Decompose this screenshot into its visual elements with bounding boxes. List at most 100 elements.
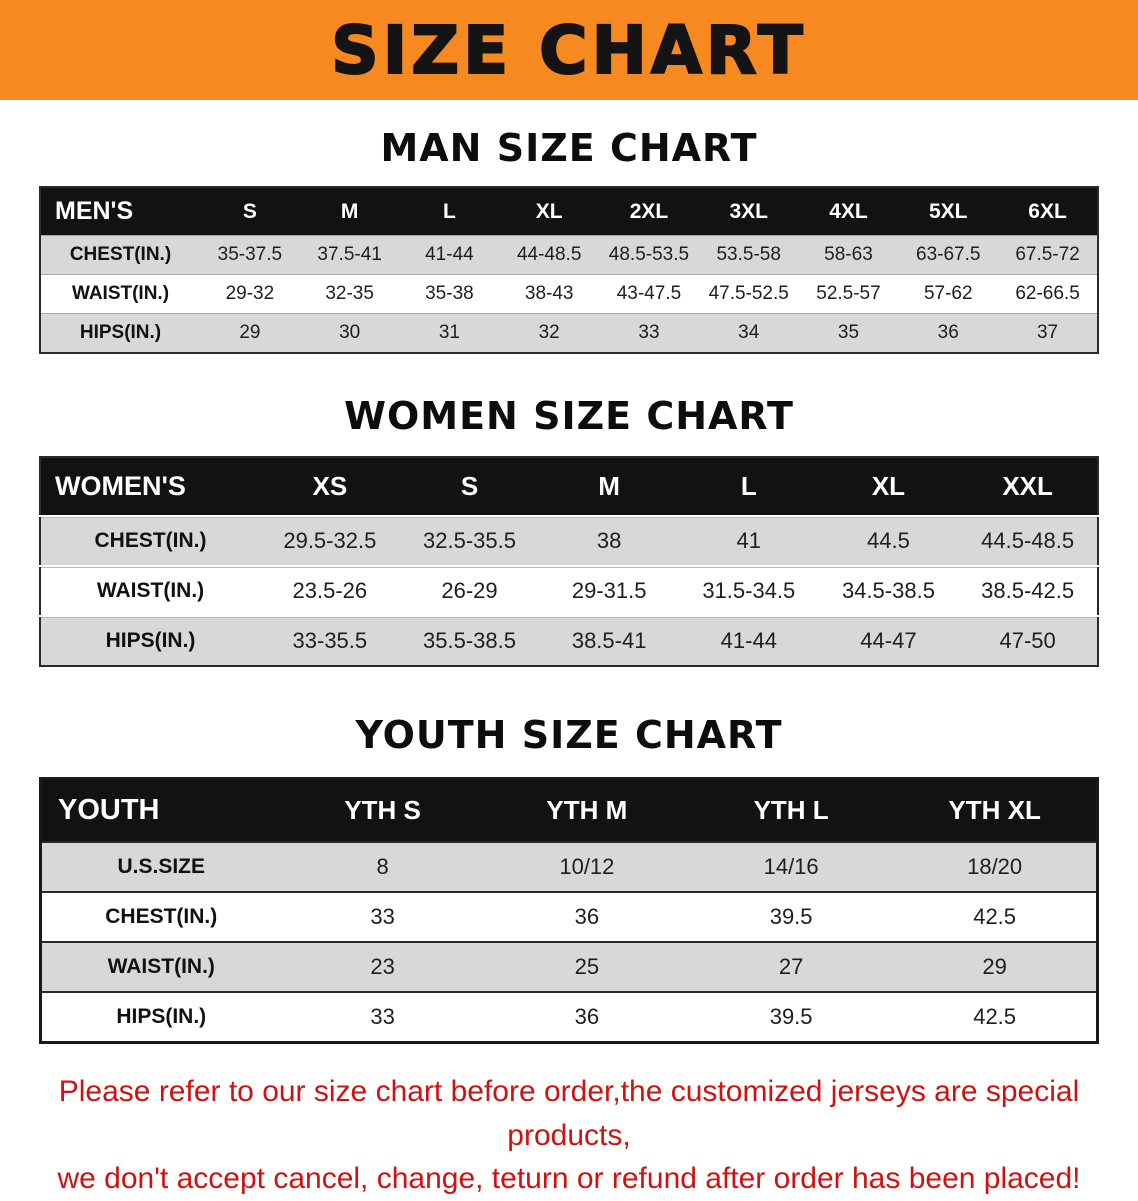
table-row: WAIST(IN.) 23.5-26 26-29 29-31.5 31.5-34… [40, 565, 1098, 616]
table-row: HIPS(IN.) 33 36 39.5 42.5 [40, 991, 1098, 1043]
size-chart-banner: SIZE CHART [0, 0, 1138, 100]
disclaimer-line-2: we don't accept cancel, change, teturn o… [57, 1162, 1081, 1195]
youth-table-header: YOUTH YTH S YTH M YTH L YTH XL [40, 778, 1098, 842]
value-cell: 52.5-57 [798, 274, 899, 314]
value-cell: 25 [484, 941, 689, 992]
banner-title: SIZE CHART [330, 11, 807, 90]
value-cell: 34 [698, 313, 799, 353]
header-cell: S [399, 457, 540, 516]
value-cell: 33 [599, 313, 699, 353]
value-cell: 30 [299, 313, 400, 353]
value-cell: 48.5-53.5 [599, 235, 699, 275]
header-cell: XL [499, 187, 600, 236]
men-size-table: MEN'S S M L XL 2XL 3XL 4XL 5XL 6XL CHEST… [39, 186, 1099, 354]
header-cell: YTH L [689, 778, 894, 842]
row-label: CHEST(IN.) [40, 891, 281, 942]
value-cell: 53.5-58 [698, 235, 799, 275]
table-row: HIPS(IN.) 33-35.5 35.5-38.5 38.5-41 41-4… [40, 615, 1098, 666]
table-row: U.S.SIZE 8 10/12 14/16 18/20 [40, 841, 1098, 892]
header-cell: XS [260, 457, 400, 516]
value-cell: 29-31.5 [539, 565, 679, 616]
table-row: HIPS(IN.) 29 30 31 32 33 34 35 36 37 [40, 313, 1098, 353]
header-cell: M [539, 457, 679, 516]
value-cell: 33 [280, 891, 485, 942]
value-cell: 29 [893, 941, 1098, 992]
value-cell: 62-66.5 [998, 274, 1098, 314]
value-cell: 29-32 [200, 274, 300, 314]
row-label: HIPS(IN.) [40, 313, 200, 353]
value-cell: 63-67.5 [898, 235, 999, 275]
value-cell: 42.5 [893, 991, 1098, 1043]
value-cell: 36 [484, 891, 689, 942]
table-row: CHEST(IN.) 33 36 39.5 42.5 [40, 891, 1098, 942]
value-cell: 39.5 [689, 891, 894, 942]
value-cell: 47-50 [958, 615, 1098, 666]
value-cell: 38.5-41 [539, 615, 679, 666]
value-cell: 35.5-38.5 [399, 615, 540, 666]
table-row: CHEST(IN.) 29.5-32.5 32.5-35.5 38 41 44.… [40, 515, 1098, 566]
women-section-heading: WOMEN SIZE CHART [344, 394, 794, 438]
header-cell: 4XL [798, 187, 899, 236]
header-cell: 5XL [898, 187, 999, 236]
value-cell: 44-48.5 [499, 235, 600, 275]
header-cell: L [399, 187, 500, 236]
women-table-header: WOMEN'S XS S M L XL XXL [40, 457, 1098, 516]
row-label: CHEST(IN.) [40, 235, 200, 275]
value-cell: 33 [280, 991, 485, 1043]
table-row: WAIST(IN.) 23 25 27 29 [40, 941, 1098, 992]
row-label: HIPS(IN.) [40, 991, 281, 1043]
value-cell: 67.5-72 [998, 235, 1098, 275]
value-cell: 34.5-38.5 [818, 565, 959, 616]
header-cell: L [678, 457, 819, 516]
value-cell: 29.5-32.5 [260, 515, 400, 566]
table-row: WAIST(IN.) 29-32 32-35 35-38 38-43 43-47… [40, 274, 1098, 314]
header-cell: 6XL [998, 187, 1098, 236]
value-cell: 31.5-34.5 [678, 565, 819, 616]
value-cell: 10/12 [484, 841, 689, 892]
value-cell: 38-43 [499, 274, 600, 314]
disclaimer-line-1: Please refer to our size chart before or… [58, 1075, 1080, 1152]
row-label: U.S.SIZE [40, 841, 281, 892]
value-cell: 38.5-42.5 [958, 565, 1098, 616]
value-cell: 37.5-41 [299, 235, 400, 275]
value-cell: 41 [678, 515, 819, 566]
value-cell: 8 [280, 841, 485, 892]
value-cell: 43-47.5 [599, 274, 699, 314]
value-cell: 44-47 [818, 615, 959, 666]
header-cell: WOMEN'S [40, 457, 260, 516]
table-row: CHEST(IN.) 35-37.5 37.5-41 41-44 44-48.5… [40, 235, 1098, 275]
value-cell: 27 [689, 941, 894, 992]
value-cell: 38 [539, 515, 679, 566]
row-label: WAIST(IN.) [40, 274, 200, 314]
header-cell: MEN'S [40, 187, 200, 236]
men-table-header: MEN'S S M L XL 2XL 3XL 4XL 5XL 6XL [40, 187, 1098, 236]
value-cell: 35 [798, 313, 899, 353]
row-label: CHEST(IN.) [40, 515, 260, 566]
value-cell: 26-29 [399, 565, 540, 616]
value-cell: 23 [280, 941, 485, 992]
value-cell: 35-38 [399, 274, 500, 314]
value-cell: 18/20 [893, 841, 1098, 892]
disclaimer-text: Please refer to our size chart before or… [29, 1070, 1109, 1201]
value-cell: 58-63 [798, 235, 899, 275]
header-cell: 3XL [698, 187, 799, 236]
value-cell: 33-35.5 [260, 615, 400, 666]
value-cell: 31 [399, 313, 500, 353]
value-cell: 57-62 [898, 274, 999, 314]
row-label: HIPS(IN.) [40, 615, 260, 666]
youth-section-heading: YOUTH SIZE CHART [355, 713, 783, 757]
header-cell: XL [818, 457, 959, 516]
row-label: WAIST(IN.) [40, 941, 281, 992]
header-cell: YOUTH [40, 778, 281, 842]
header-cell: S [200, 187, 300, 236]
value-cell: 44.5-48.5 [958, 515, 1098, 566]
row-label: WAIST(IN.) [40, 565, 260, 616]
value-cell: 41-44 [678, 615, 819, 666]
header-cell: YTH XL [893, 778, 1098, 842]
value-cell: 35-37.5 [200, 235, 300, 275]
header-cell: M [299, 187, 400, 236]
value-cell: 44.5 [818, 515, 959, 566]
value-cell: 36 [898, 313, 999, 353]
value-cell: 14/16 [689, 841, 894, 892]
header-cell: YTH M [484, 778, 689, 842]
